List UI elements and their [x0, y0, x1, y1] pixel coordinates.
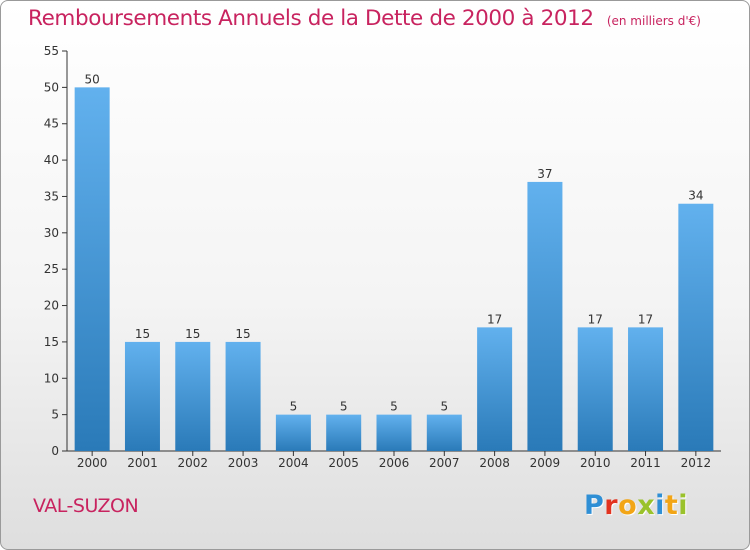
data-label: 37 [537, 167, 552, 181]
title-row: Remboursements Annuels de la Dette de 20… [28, 6, 701, 31]
logo-letter: x [637, 490, 656, 521]
y-tick-label: 10 [44, 371, 59, 385]
data-label: 15 [185, 327, 200, 341]
x-tick-label: 2010 [580, 456, 611, 470]
logo-letter: i [678, 490, 689, 521]
logo-letter: r [604, 490, 619, 521]
logo-letter: i [655, 490, 665, 521]
y-tick-label: 40 [44, 153, 59, 167]
y-tick-label: 55 [44, 44, 59, 58]
bar [527, 181, 563, 451]
y-tick-label: 15 [44, 335, 59, 349]
y-tick-label: 35 [44, 189, 59, 203]
x-tick-label: 2009 [530, 456, 561, 470]
bar [426, 414, 462, 451]
data-label: 15 [235, 327, 250, 341]
x-tick-label: 2006 [379, 456, 410, 470]
y-tick-label: 50 [44, 80, 59, 94]
data-label: 17 [588, 312, 603, 326]
y-tick-label: 45 [44, 117, 59, 131]
x-tick-label: 2004 [278, 456, 309, 470]
data-label: 5 [340, 400, 348, 414]
y-tick-label: 30 [44, 226, 59, 240]
bar [225, 341, 261, 451]
bar [175, 341, 211, 451]
logo-letter: t [664, 490, 679, 521]
logo-letter: o [618, 490, 638, 521]
bar [628, 327, 664, 451]
bar [124, 341, 160, 451]
logo-letter: P [584, 490, 605, 521]
data-label: 5 [390, 400, 398, 414]
x-tick-label: 2007 [429, 456, 460, 470]
data-label: 5 [440, 400, 448, 414]
bar [326, 414, 362, 451]
bar [477, 327, 513, 451]
y-tick-label: 20 [44, 299, 59, 313]
commune-name: VAL-SUZON [33, 495, 139, 517]
bar [577, 327, 613, 451]
proxiti-logo: Proxiti [584, 490, 688, 521]
data-label: 50 [85, 72, 100, 86]
x-tick-label: 2008 [479, 456, 510, 470]
data-label: 15 [135, 327, 150, 341]
data-label: 17 [487, 312, 502, 326]
bar [376, 414, 412, 451]
x-tick-label: 2001 [127, 456, 158, 470]
x-tick-label: 2003 [228, 456, 259, 470]
bar [275, 414, 311, 451]
chart-unit: (en milliers d'€) [606, 14, 701, 28]
data-label: 34 [688, 189, 703, 203]
x-tick-label: 2011 [630, 456, 661, 470]
x-tick-label: 2012 [681, 456, 712, 470]
data-label: 5 [290, 400, 298, 414]
x-tick-label: 2005 [328, 456, 359, 470]
x-tick-label: 2000 [77, 456, 108, 470]
data-label: 17 [638, 312, 653, 326]
x-tick-label: 2002 [177, 456, 208, 470]
chart-title: Remboursements Annuels de la Dette de 20… [28, 6, 594, 31]
y-tick-label: 0 [51, 444, 59, 458]
y-tick-label: 5 [51, 408, 59, 422]
bar [74, 87, 110, 451]
y-tick-label: 25 [44, 262, 59, 276]
bar [678, 203, 714, 451]
